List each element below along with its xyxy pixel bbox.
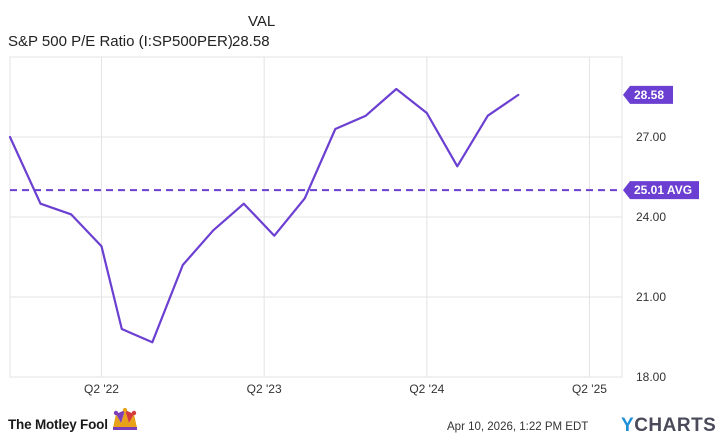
ycharts-logo: YCHARTS <box>621 415 716 437</box>
legend-series-name: S&P 500 P/E Ratio (I:SP500PER) <box>8 33 233 50</box>
y-tick-label: 21.00 <box>636 290 666 304</box>
motley-fool-wordmark: The Motley Fool <box>8 416 108 432</box>
series-line <box>8 87 520 344</box>
last-value-flag-bg <box>623 85 673 104</box>
series-layer <box>8 87 520 344</box>
flag-layer: 25.01 AVG 28.58 <box>623 85 699 200</box>
x-tick-label: Q2 '22 <box>84 382 119 396</box>
axis-layer: 18.00 21.00 24.00 27.00 Q2 '22 Q2 '23 Q2 '24 Q2… <box>84 130 666 396</box>
ycharts-wordmark: YCHARTS <box>621 415 716 437</box>
legend-value-header: VAL <box>248 13 276 30</box>
x-tick-label: Q2 '25 <box>572 382 607 396</box>
y-tick-label: 18.00 <box>636 370 666 384</box>
y-tick-label: 24.00 <box>636 210 666 224</box>
chart-timestamp: Apr 10, 2026, 1:22 PM EDT <box>447 421 589 433</box>
average-flag-text: 25.01 AVG <box>634 183 692 197</box>
motley-fool-logo: The Motley Fool <box>8 408 140 438</box>
y-tick-label: 27.00 <box>636 130 666 144</box>
x-tick-label: Q2 '24 <box>409 382 444 396</box>
jester-hat-icon <box>112 408 137 430</box>
last-value-flag-text: 28.58 <box>634 88 664 102</box>
legend-series-value: 28.58 <box>232 33 270 50</box>
average-flag-bg <box>623 181 699 200</box>
grid-layer <box>9 56 623 378</box>
x-tick-label: Q2 '23 <box>247 382 282 396</box>
ycharts-rest-letters: CHARTS <box>634 415 717 436</box>
ycharts-y-letter: Y <box>621 415 635 436</box>
